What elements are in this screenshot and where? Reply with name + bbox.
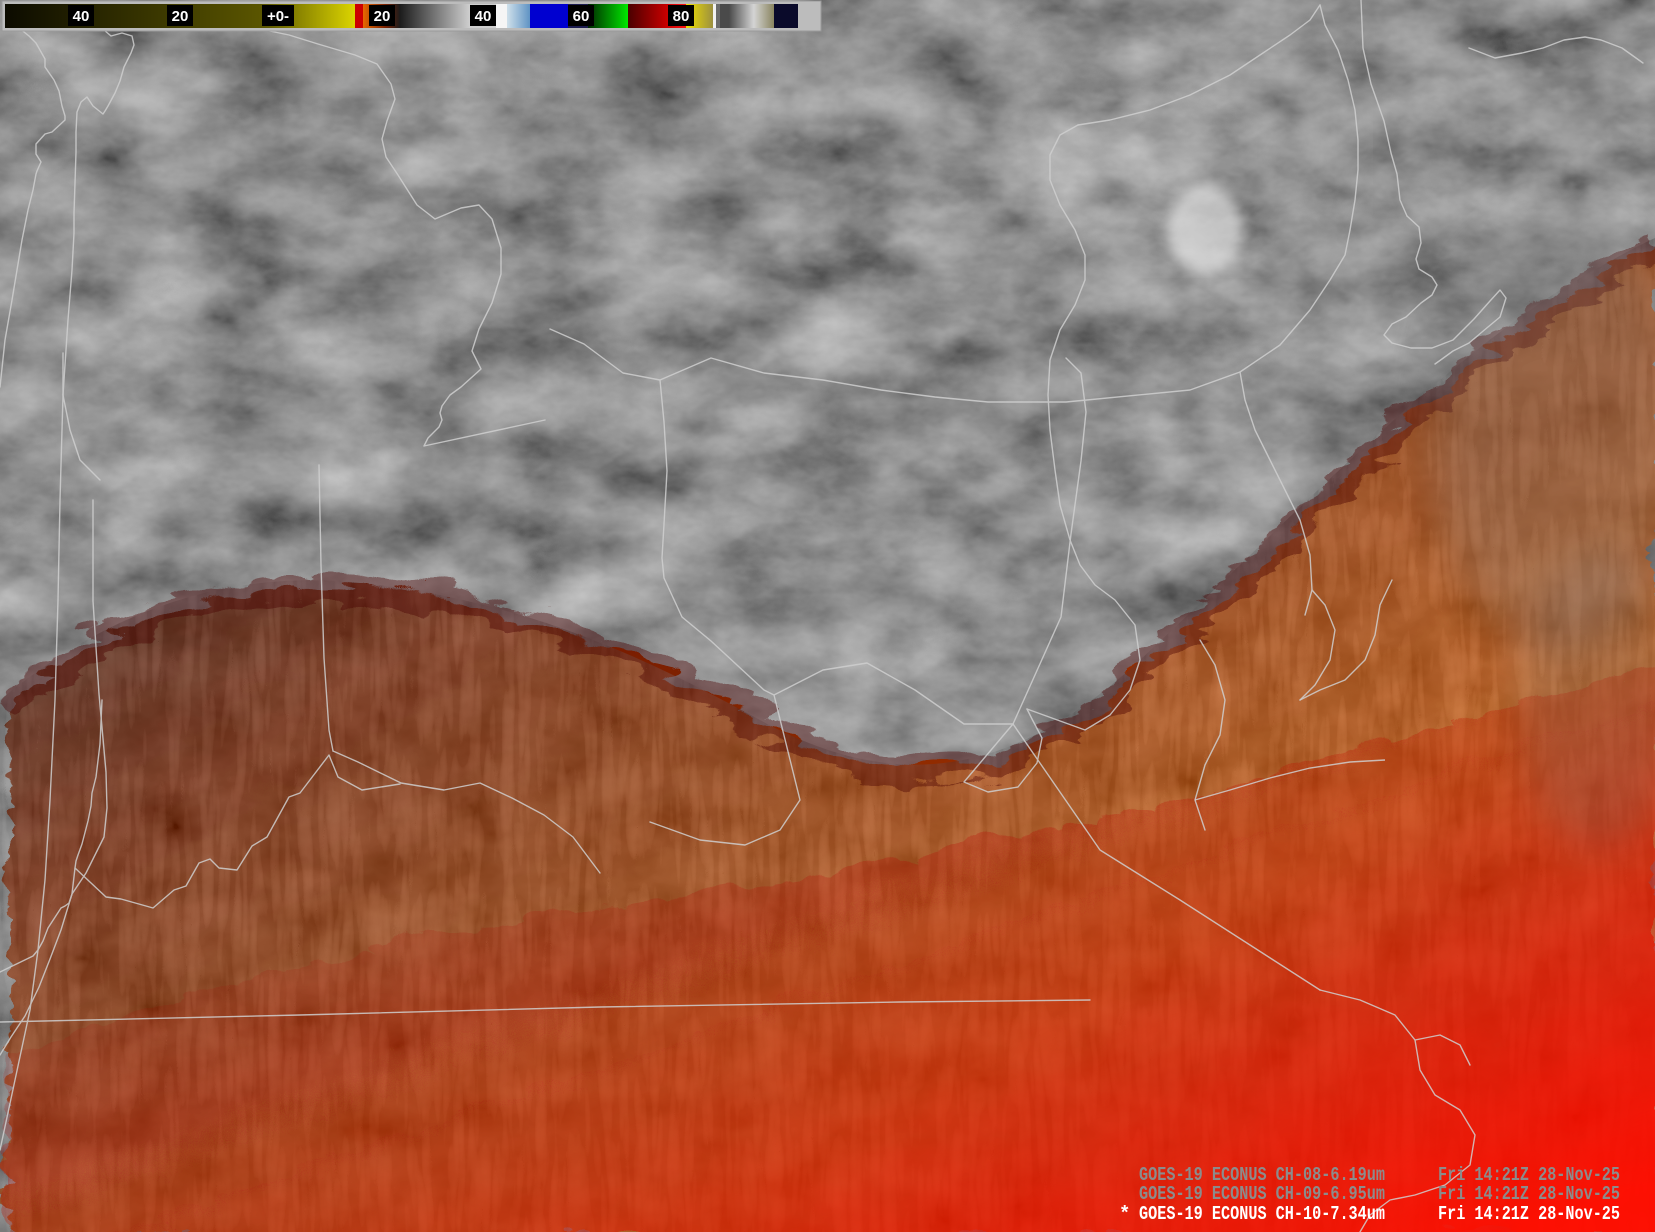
svg-text:GOES-19 ECONUS CH-10-7.34um: GOES-19 ECONUS CH-10-7.34um <box>1139 1203 1385 1225</box>
svg-text:*: * <box>1119 1203 1130 1225</box>
svg-text:40: 40 <box>73 8 90 25</box>
svg-text:20: 20 <box>374 8 391 25</box>
svg-text:20: 20 <box>172 8 189 25</box>
svg-text:+0-: +0- <box>267 8 289 25</box>
svg-text:GOES-19 ECONUS CH-09-6.95um: GOES-19 ECONUS CH-09-6.95um <box>1139 1183 1385 1205</box>
svg-text:60: 60 <box>573 8 590 25</box>
svg-text:80: 80 <box>673 8 690 25</box>
svg-text:Fri 14:21Z 28-Nov-25: Fri 14:21Z 28-Nov-25 <box>1438 1203 1620 1225</box>
svg-text:Fri 14:21Z 28-Nov-25: Fri 14:21Z 28-Nov-25 <box>1438 1183 1620 1205</box>
svg-text:40: 40 <box>475 8 492 25</box>
